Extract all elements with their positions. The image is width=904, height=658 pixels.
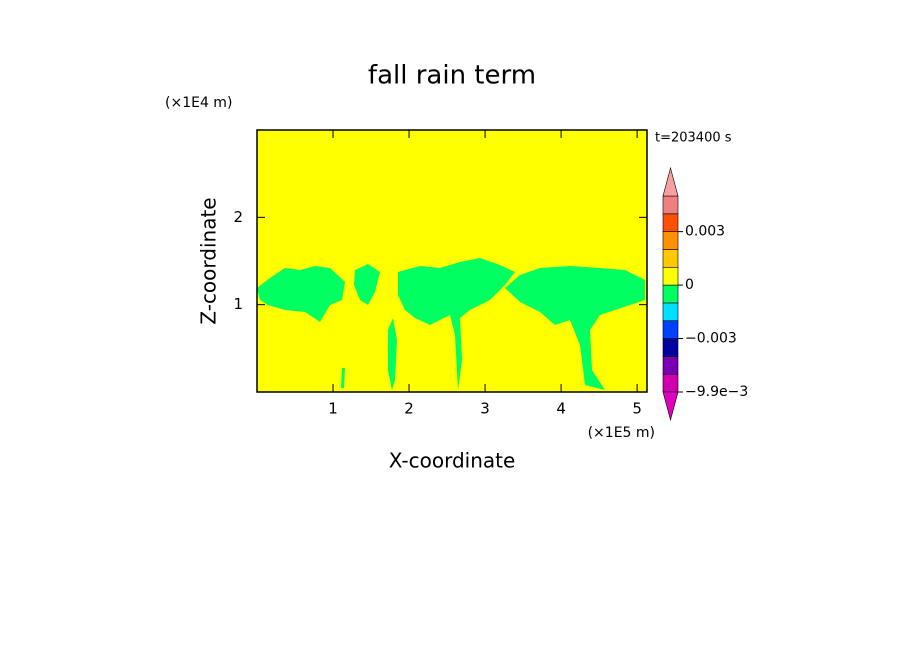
colorbar-over — [662, 166, 679, 197]
colorbar-box — [662, 266, 679, 286]
colorbar-label: −0.003 — [685, 331, 737, 347]
colorbar-box — [662, 213, 679, 232]
colorbar-label: 0.003 — [685, 224, 725, 240]
colorbar-box — [662, 195, 679, 215]
rain-features — [257, 258, 645, 390]
colorbar-label: 0 — [685, 277, 694, 293]
colorbar-box — [662, 338, 679, 357]
x-tick-label: 3 — [480, 400, 490, 418]
annotation: t=203400 s — [655, 131, 732, 146]
plot-frame — [256, 129, 648, 393]
colorbar-box — [662, 249, 679, 268]
x-tick-label: 4 — [556, 400, 566, 418]
colorbar-label: −9.9e−3 — [685, 384, 748, 400]
colorbar-box — [662, 320, 679, 339]
x-unit: (×1E5 m) — [588, 425, 655, 441]
colorbar-box — [662, 231, 679, 250]
y-tick-label: 2 — [233, 208, 243, 226]
colorbar-under — [662, 391, 679, 422]
y-tick-label: 1 — [233, 295, 243, 313]
x-tick-label: 1 — [328, 400, 338, 418]
y-unit: (×1E4 m) — [165, 95, 232, 111]
colorbar-box — [662, 373, 679, 393]
colorbar-box — [662, 302, 679, 322]
x-axis-label: X-coordinate — [389, 449, 516, 473]
x-tick-label: 5 — [632, 400, 642, 418]
chart-title: fall rain term — [368, 61, 536, 91]
y-axis-label: Z-coordinate — [197, 197, 221, 324]
colorbar-box — [662, 356, 679, 375]
colorbar-box — [662, 284, 679, 304]
x-tick-label: 2 — [404, 400, 414, 418]
